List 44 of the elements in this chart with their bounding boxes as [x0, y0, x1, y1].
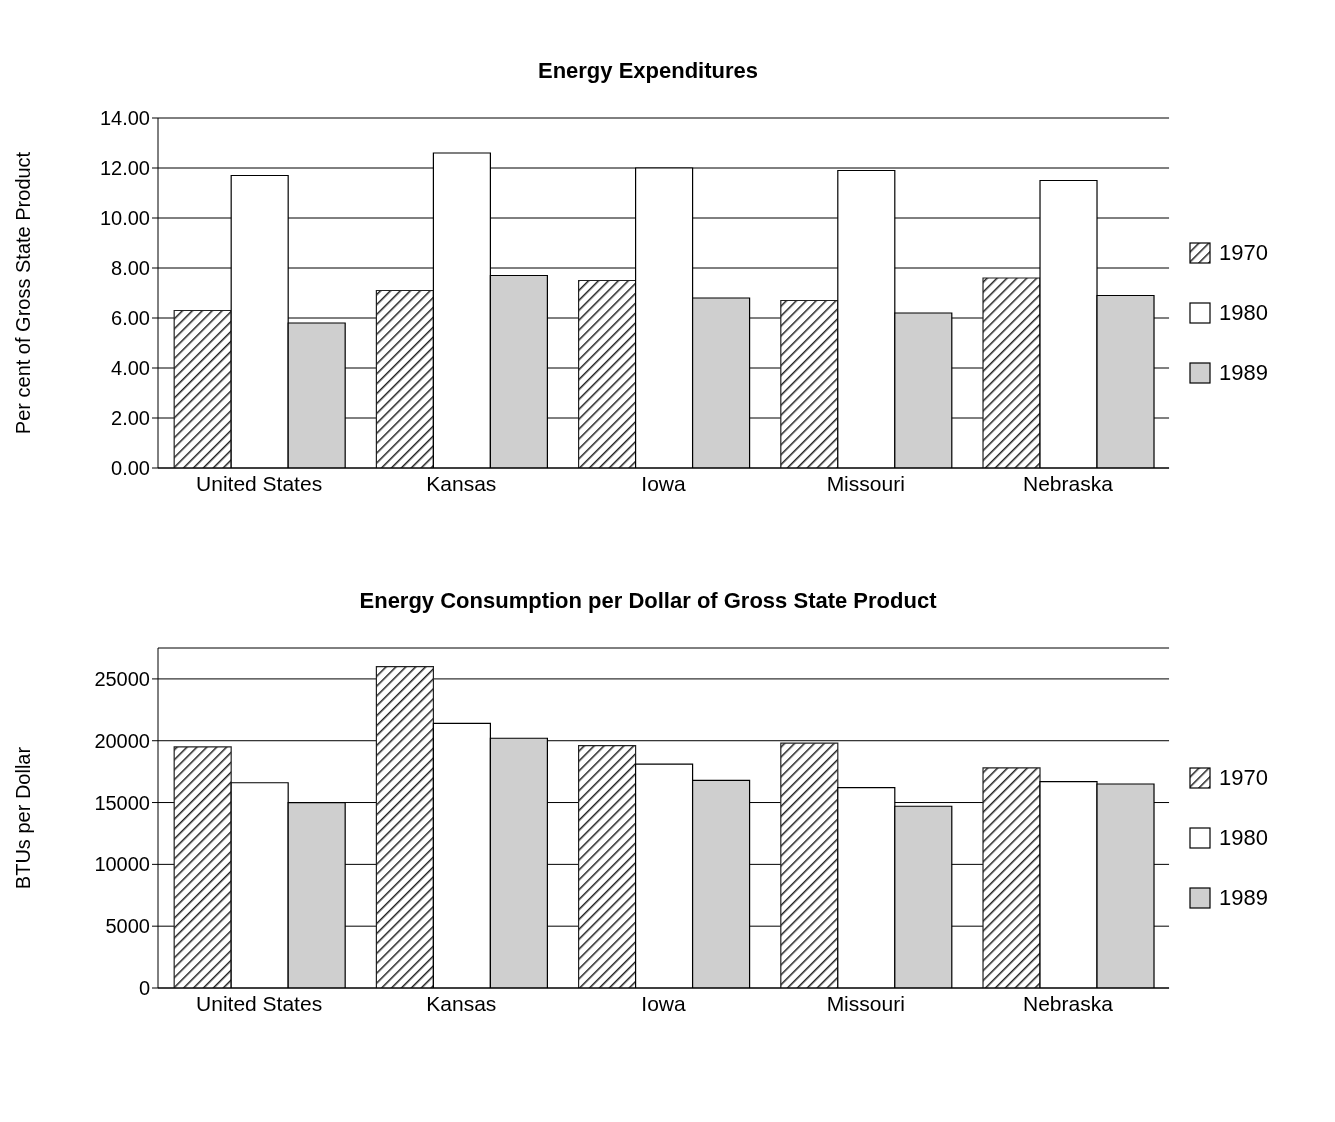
y-tick-label: 6.00 [111, 307, 150, 330]
x-tick-label: Kansas [426, 991, 497, 1015]
y-tick-label: 10000 [94, 853, 150, 876]
y-tick-label: 12.00 [99, 157, 150, 180]
bar [982, 767, 1041, 988]
y-tick-label: 25000 [94, 668, 150, 691]
y-tick-label: 2.00 [111, 407, 150, 430]
x-tick-label: Missouri [826, 471, 905, 495]
legend-label: 1980 [1219, 825, 1268, 851]
x-tick-label: United States [196, 471, 323, 495]
y-axis-title: Per cent of Gross State Product [12, 151, 35, 435]
y-tick-label: 10.00 [99, 207, 150, 230]
legend-label: 1970 [1219, 765, 1268, 791]
bar [578, 745, 637, 988]
x-tick-label: Iowa [641, 991, 687, 1015]
bar [375, 665, 434, 988]
x-tick-label: Kansas [426, 471, 497, 495]
x-tick-label: Iowa [641, 471, 687, 495]
x-tick-label: United States [196, 991, 323, 1015]
y-axis-title: BTUs per Dollar [12, 746, 35, 890]
bar [780, 299, 839, 468]
y-tick-label: 15000 [94, 791, 150, 814]
legend-label: 1989 [1219, 885, 1268, 911]
y-tick-label: 0 [138, 977, 150, 1000]
legend-label: 1989 [1219, 360, 1268, 386]
chart-title: Energy Consumption per Dollar of Gross State Product [358, 587, 938, 615]
y-tick-label: 4.00 [111, 357, 150, 380]
x-tick-label: Nebraska [1023, 991, 1114, 1015]
legend-label: 1980 [1219, 300, 1268, 326]
chart-title: Energy Expenditures [536, 57, 760, 85]
y-tick-label: 8.00 [111, 257, 150, 280]
x-tick-label: Missouri [826, 991, 905, 1015]
legend-label: 1970 [1219, 240, 1268, 266]
bar [982, 277, 1041, 468]
y-tick-label: 20000 [94, 729, 150, 752]
y-tick-label: 5000 [105, 915, 150, 938]
bar [578, 279, 637, 468]
y-tick-label: 14.00 [99, 107, 150, 130]
bar [173, 309, 232, 468]
bar [375, 289, 434, 468]
bar [173, 746, 232, 988]
bar [780, 742, 839, 988]
y-tick-label: 0.00 [111, 457, 150, 480]
x-tick-label: Nebraska [1023, 471, 1114, 495]
